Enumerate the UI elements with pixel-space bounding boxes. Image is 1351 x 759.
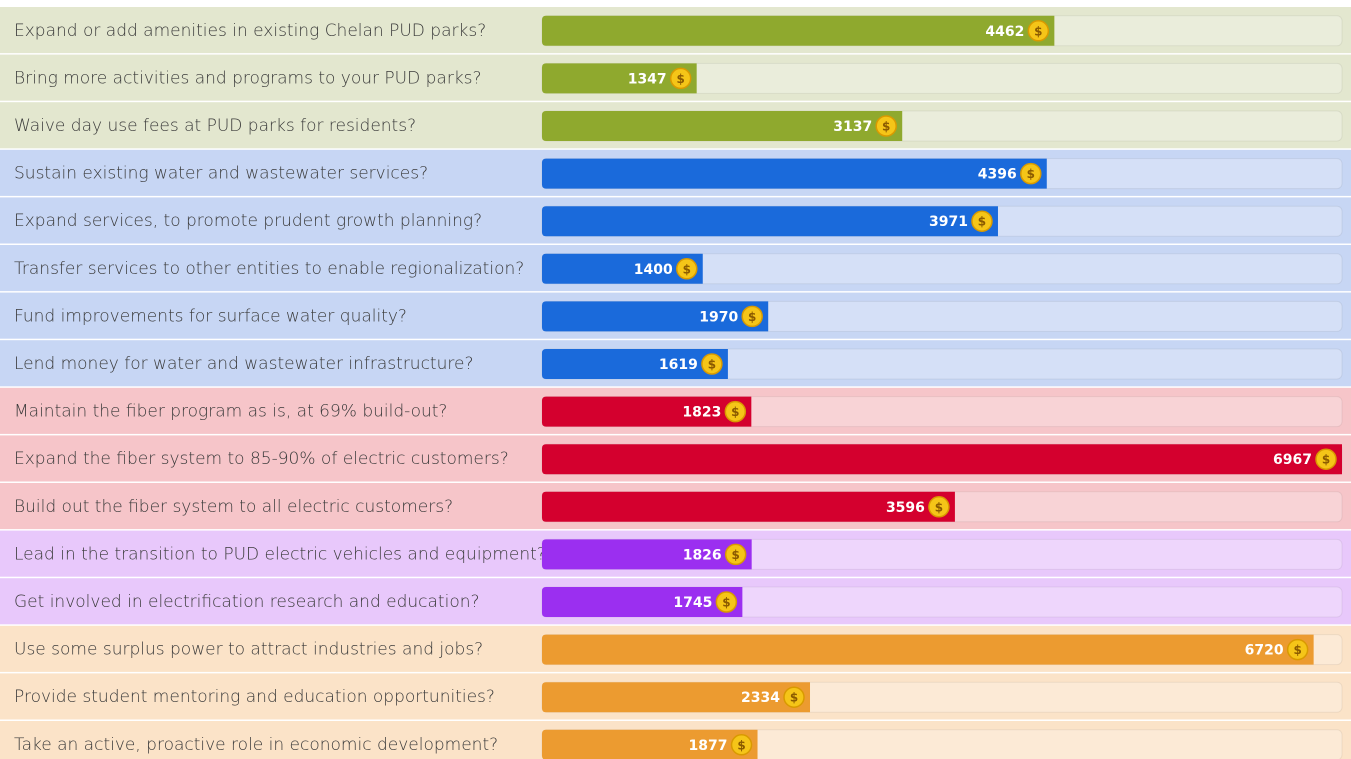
coin-symbol: $ xyxy=(683,262,691,276)
coin-symbol: $ xyxy=(1322,453,1330,467)
coin-symbol: $ xyxy=(1027,167,1035,181)
question-label: Lend money for water and wastewater infr… xyxy=(14,354,473,374)
value-label: 6967 xyxy=(1273,452,1312,468)
bar xyxy=(542,349,728,379)
bar xyxy=(542,206,998,237)
coin xyxy=(783,686,805,708)
value-label: 3137 xyxy=(833,119,872,135)
coin xyxy=(724,400,747,423)
question-label: Expand or add amenities in existing Chel… xyxy=(14,21,486,41)
question-label: Provide student mentoring and education … xyxy=(14,687,495,707)
coin xyxy=(730,734,753,756)
bar xyxy=(542,634,1314,665)
coin-symbol: $ xyxy=(731,548,739,562)
coin-symbol: $ xyxy=(708,358,716,372)
value-label: 1877 xyxy=(689,738,728,754)
question-label: Lead in the transition to PUD electric v… xyxy=(14,544,546,564)
coin xyxy=(669,67,692,90)
coin xyxy=(676,258,698,280)
bar xyxy=(542,587,743,617)
coin xyxy=(928,496,950,518)
value-label: 1619 xyxy=(659,357,698,373)
value-label: 1823 xyxy=(682,405,721,421)
coin xyxy=(724,543,747,566)
value-label: 4462 xyxy=(985,24,1024,40)
coin xyxy=(701,353,723,375)
question-label: Expand the fiber system to 85-90% of ele… xyxy=(14,449,509,469)
coin-symbol: $ xyxy=(935,500,943,514)
value-label: 2334 xyxy=(741,690,780,706)
coin-symbol: $ xyxy=(748,310,756,324)
bar xyxy=(542,301,769,332)
coin xyxy=(1027,20,1050,42)
bar xyxy=(542,63,697,94)
value-label: 3971 xyxy=(929,214,968,230)
bar xyxy=(542,444,1342,475)
question-label: Get involved in electrification research… xyxy=(14,592,480,612)
coin-symbol: $ xyxy=(978,215,986,229)
question-label: Build out the fiber system to all electr… xyxy=(14,497,453,517)
coin xyxy=(741,305,763,328)
value-label: 6720 xyxy=(1245,643,1284,659)
bar xyxy=(542,158,1047,189)
value-label: 1347 xyxy=(628,71,667,87)
coin-symbol: $ xyxy=(722,596,730,610)
question-label: Maintain the fiber program as is, at 69%… xyxy=(14,402,447,422)
question-label: Transfer services to other entities to e… xyxy=(14,259,524,279)
coin xyxy=(1020,162,1042,185)
coin xyxy=(875,115,897,137)
bar xyxy=(542,15,1055,46)
question-label: Fund improvements for surface water qual… xyxy=(14,306,407,326)
coin xyxy=(715,591,738,613)
question-label: Waive day use fees at PUD parks for resi… xyxy=(14,116,416,136)
coin xyxy=(971,210,993,232)
coin-symbol: $ xyxy=(737,738,745,752)
bar xyxy=(542,111,903,141)
coin-symbol: $ xyxy=(1293,643,1301,657)
coin-symbol: $ xyxy=(676,72,684,86)
bar xyxy=(542,539,752,570)
coin-symbol: $ xyxy=(1034,24,1042,38)
value-label: 1970 xyxy=(699,309,738,325)
value-label: 3596 xyxy=(886,500,925,516)
value-label: 1826 xyxy=(683,547,722,563)
question-label: Use some surplus power to attract indust… xyxy=(14,640,483,660)
bar xyxy=(542,729,758,759)
coin xyxy=(1315,448,1337,470)
question-label: Expand services, to promote prudent grow… xyxy=(14,211,482,231)
bar xyxy=(542,491,955,522)
bar xyxy=(542,396,752,427)
value-label: 1400 xyxy=(634,262,673,278)
bar xyxy=(542,253,703,284)
value-label: 4396 xyxy=(978,167,1017,183)
coin-symbol: $ xyxy=(790,691,798,705)
coin-symbol: $ xyxy=(731,405,739,419)
question-label: Sustain existing water and wastewater se… xyxy=(14,164,428,184)
question-label: Take an active, proactive role in econom… xyxy=(14,735,498,755)
coin xyxy=(1286,638,1309,661)
coin-symbol: $ xyxy=(882,120,890,134)
bar xyxy=(542,682,811,713)
question-label: Bring more activities and programs to yo… xyxy=(14,68,482,88)
value-label: 1745 xyxy=(673,595,712,611)
